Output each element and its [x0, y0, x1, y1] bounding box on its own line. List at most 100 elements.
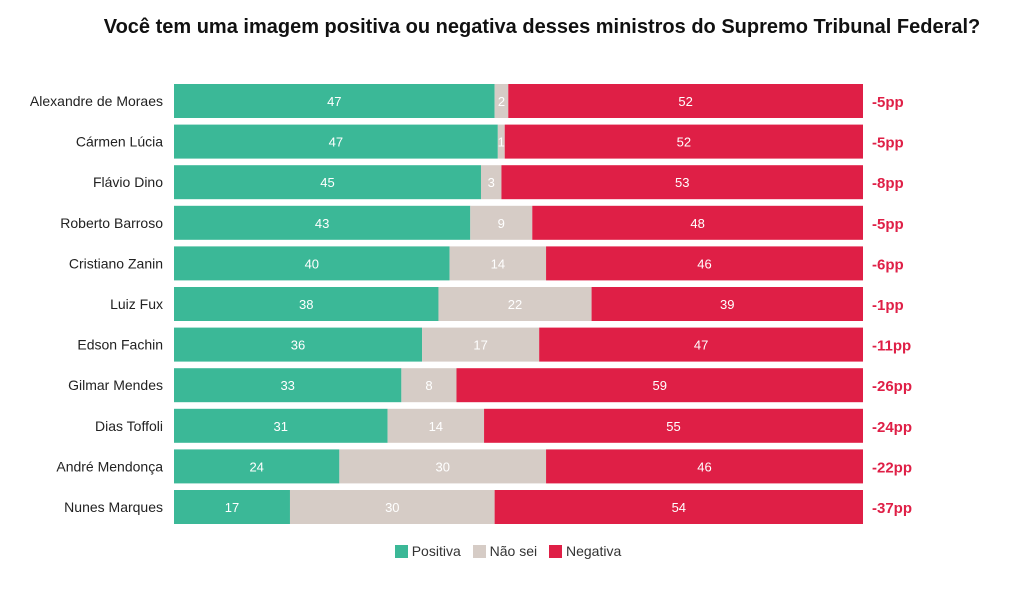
- data-label-positiva: 36: [291, 338, 305, 353]
- category-label: Alexandre de Moraes: [30, 93, 163, 109]
- category-label: Edson Fachin: [77, 337, 163, 353]
- bar-row: Dias Toffoli 31 14 55 -24pp: [95, 408, 912, 443]
- data-label-positiva: 31: [274, 419, 288, 434]
- bar-row: Flávio Dino 45 3 53 -8pp: [93, 165, 904, 200]
- difference-label: -24pp: [872, 419, 912, 436]
- category-label: Roberto Barroso: [60, 215, 163, 231]
- bar-segment-nao-sei: [438, 287, 592, 321]
- data-label-negativa: 59: [653, 378, 667, 393]
- data-label-negativa: 48: [690, 216, 704, 231]
- category-label: Flávio Dino: [93, 174, 163, 190]
- bar-segment-nao-sei: [422, 327, 540, 362]
- data-label-positiva: 38: [299, 297, 313, 312]
- chart-title-text: Você tem uma imagem positiva ou negativa…: [103, 16, 981, 38]
- legend-swatch-negativa: [549, 544, 562, 558]
- bar-segment-negativa: [591, 287, 863, 321]
- bar-segment-positiva: [174, 490, 290, 524]
- bar-row: Gilmar Mendes 33 8 59 -26pp: [68, 368, 912, 403]
- bar-row: Edson Fachin 36 17 47 -11pp: [77, 327, 911, 362]
- bar-segment-nao-sei: [339, 449, 547, 484]
- chart-title: Você tem uma imagem positiva ou negativa…: [0, 16, 1024, 39]
- data-label-positiva: 40: [305, 256, 319, 271]
- difference-label: -5pp: [872, 216, 904, 233]
- data-label-positiva: 47: [329, 135, 343, 150]
- bar-segment-positiva: [174, 368, 402, 403]
- data-label-negativa: 46: [697, 256, 711, 271]
- bar-segment-nao-sei: [289, 490, 495, 524]
- data-label-negativa: 54: [672, 500, 686, 515]
- difference-label: -8pp: [872, 175, 904, 192]
- category-label: Nunes Marques: [64, 499, 163, 515]
- data-label-nao-sei: 8: [425, 378, 432, 393]
- bar-segment-positiva: [174, 165, 481, 200]
- data-label-nao-sei: 17: [473, 338, 487, 353]
- data-label-nao-sei: 1: [498, 135, 505, 150]
- bar-segment-negativa: [494, 490, 863, 524]
- bar-segment-negativa: [456, 368, 863, 403]
- bar-segment-positiva: [174, 287, 439, 321]
- bar-segment-positiva: [174, 449, 340, 484]
- category-label: Dias Toffoli: [95, 418, 163, 434]
- data-label-nao-sei: 3: [488, 175, 495, 190]
- difference-label: -26pp: [872, 378, 912, 395]
- data-label-positiva: 43: [315, 216, 329, 231]
- bar-row: Nunes Marques 17 30 54 -37pp: [64, 490, 912, 524]
- bar-segment-positiva: [174, 246, 450, 281]
- legend-item-negativa: Negativa: [549, 543, 621, 559]
- legend-label-negativa: Negativa: [566, 543, 622, 559]
- legend-swatch-positiva: [394, 544, 408, 558]
- data-label-negativa: 52: [677, 135, 691, 150]
- bar-segment-positiva: [174, 327, 423, 362]
- data-label-nao-sei: 2: [498, 94, 505, 109]
- data-label-negativa: 47: [694, 338, 708, 353]
- bar-row: Cristiano Zanin 40 14 46 -6pp: [69, 246, 904, 281]
- bar-segment-positiva: [174, 84, 495, 118]
- bar-segment-negativa: [504, 124, 863, 159]
- legend-item-nao-sei: Não sei: [472, 543, 537, 559]
- bar-segment-negativa: [501, 165, 863, 200]
- data-label-nao-sei: 30: [385, 500, 399, 515]
- legend-item-positiva: Positiva: [394, 543, 461, 559]
- legend: Positiva Não sei Negativa: [0, 543, 1024, 561]
- difference-label: -5pp: [872, 94, 904, 111]
- bar-segment-nao-sei: [470, 205, 533, 240]
- bar-segment-negativa: [484, 408, 863, 443]
- bar-segment-positiva: [174, 205, 471, 240]
- category-label: Gilmar Mendes: [68, 377, 163, 393]
- bar-segment-nao-sei: [494, 84, 509, 118]
- data-label-positiva: 24: [249, 459, 263, 474]
- legend-label-positiva: Positiva: [411, 543, 461, 559]
- data-label-positiva: 47: [327, 94, 341, 109]
- bar-row: Luiz Fux 38 22 39 -1pp: [110, 287, 904, 321]
- data-label-negativa: 52: [678, 94, 692, 109]
- data-label-nao-sei: 9: [498, 216, 505, 231]
- bar-segment-negativa: [546, 449, 863, 484]
- category-label: André Mendonça: [56, 458, 163, 474]
- bar-row: Alexandre de Moraes 47 2 52 -5pp: [30, 84, 904, 118]
- difference-label: -5pp: [872, 135, 904, 152]
- bar-segment-nao-sei: [449, 246, 547, 281]
- bar-segment-negativa: [508, 84, 863, 118]
- bar-row: André Mendonça 24 30 46 -22pp: [56, 449, 912, 484]
- data-label-nao-sei: 22: [508, 297, 522, 312]
- difference-label: -22pp: [872, 459, 912, 476]
- category-label: Cristiano Zanin: [69, 255, 163, 271]
- data-label-positiva: 45: [320, 175, 334, 190]
- bar-segment-positiva: [174, 408, 388, 443]
- data-label-nao-sei: 14: [491, 256, 505, 271]
- bar-row: Roberto Barroso 43 9 48 -5pp: [60, 205, 904, 240]
- bar-segment-nao-sei: [497, 124, 505, 159]
- category-label: Cármen Lúcia: [76, 134, 163, 150]
- data-label-negativa: 39: [720, 297, 734, 312]
- difference-label: -1pp: [872, 297, 904, 314]
- legend-swatch-nao-sei: [472, 544, 486, 558]
- bar-segment-nao-sei: [480, 165, 502, 200]
- data-label-negativa: 53: [675, 175, 689, 190]
- category-label: Luiz Fux: [110, 296, 163, 312]
- data-label-positiva: 33: [280, 378, 294, 393]
- difference-label: -6pp: [872, 256, 904, 273]
- data-label-nao-sei: 30: [435, 459, 449, 474]
- bar-segment-nao-sei: [387, 408, 485, 443]
- bar-segment-negativa: [532, 205, 863, 240]
